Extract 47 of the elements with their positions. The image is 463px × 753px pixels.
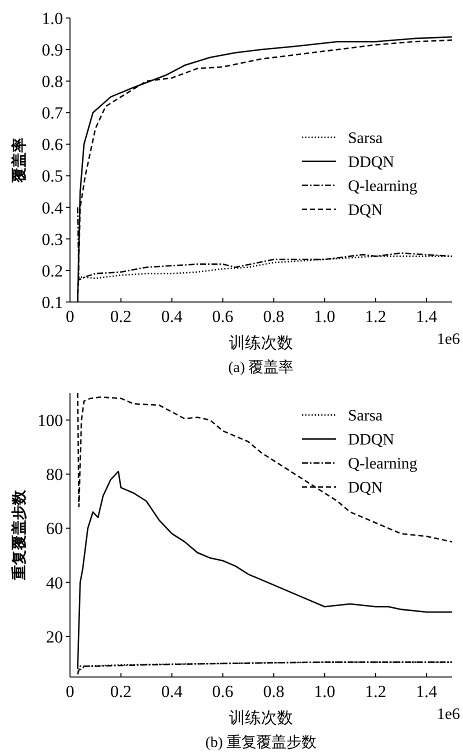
x-tick-label: 0 <box>66 682 74 701</box>
y-tick-label: 0.6 <box>42 135 63 154</box>
legend-label: Q-learning <box>348 178 418 195</box>
y-tick-label: 0.5 <box>42 166 63 186</box>
x-tick-label: 1.0 <box>314 307 336 326</box>
legend-label: DDQN <box>348 432 395 449</box>
x-axis-title: 训练次数 <box>229 334 293 352</box>
y-tick-label: 0.4 <box>42 198 64 218</box>
y-tick-label: 0.7 <box>42 104 64 123</box>
x-tick-label: 0.8 <box>263 682 284 701</box>
y-tick-label: 0.3 <box>42 230 63 249</box>
y-axis-title: 覆盖率 <box>10 138 28 184</box>
x-tick-label: 0.6 <box>212 307 234 326</box>
x-tick-label: 1.2 <box>364 682 386 701</box>
y-tick-label: 0.9 <box>42 40 63 60</box>
text: (b) 重复覆盖步数 <box>205 734 317 751</box>
text: (a) 覆盖率 <box>228 359 294 376</box>
legend-label: Q-learning <box>348 456 418 473</box>
y-tick-label: 0.2 <box>42 261 63 280</box>
text: 1e6 <box>436 706 460 723</box>
x-tick-label: 0.8 <box>263 307 284 326</box>
y-tick-label: 0.8 <box>42 72 63 92</box>
x-axis-title: 训练次数 <box>229 709 293 727</box>
legend-label: Sarsa <box>348 130 383 147</box>
x-tick-label: 0.2 <box>110 682 132 701</box>
y-tick-label: 40 <box>46 573 63 592</box>
legend-label: DQN <box>348 202 384 219</box>
y-tick-label: 60 <box>46 519 63 538</box>
x-tick-label: 0 <box>66 307 74 326</box>
y-tick-label: 1.0 <box>42 8 63 28</box>
y-tick-label: 80 <box>46 465 63 484</box>
y-tick-label: 100 <box>38 411 63 430</box>
x-tick-label: 1.2 <box>364 307 386 326</box>
legend-label: DDQN <box>348 154 395 171</box>
legend-label: Sarsa <box>348 408 383 425</box>
x-tick-label: 1.0 <box>314 682 336 701</box>
y-axis-title: 重复覆盖步数 <box>10 489 28 581</box>
x-tick-label: 0.4 <box>161 682 183 701</box>
x-tick-label: 0.4 <box>161 307 183 326</box>
y-tick-label: 0.1 <box>42 292 63 312</box>
legend-label: DQN <box>348 480 384 497</box>
x-tick-label: 1.4 <box>416 307 438 326</box>
text: 1e6 <box>436 331 460 348</box>
x-tick-label: 0.2 <box>110 307 132 326</box>
y-tick-label: 20 <box>46 627 63 646</box>
x-tick-label: 1.4 <box>416 682 438 701</box>
x-tick-label: 0.6 <box>212 682 234 701</box>
